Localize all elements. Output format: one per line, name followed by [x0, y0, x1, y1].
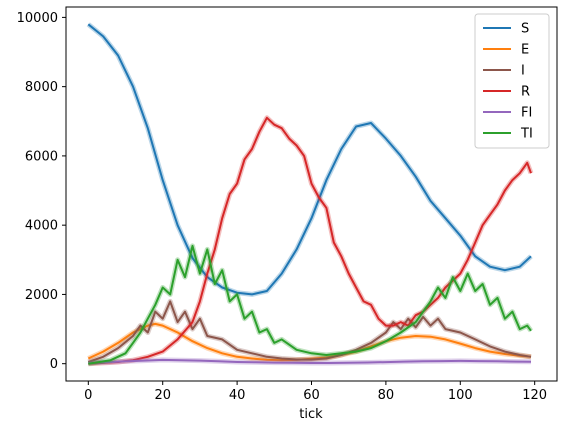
legend-label-e: E [521, 43, 529, 58]
x-axis-title: tick [299, 407, 323, 422]
y-tick-label: 4000 [25, 219, 58, 234]
legend-label-ti: TI [520, 127, 533, 142]
y-tick-label: 0 [50, 357, 58, 372]
y-tick-label: 10000 [17, 11, 58, 26]
series-line-ti [88, 244, 532, 365]
x-tick-label: 40 [229, 388, 246, 403]
legend-label-i: I [521, 64, 525, 79]
legend-label-s: S [521, 22, 529, 37]
series-line-i [87, 300, 532, 363]
series-line-fi [88, 358, 532, 364]
x-tick-label: 20 [154, 388, 171, 403]
x-tick-label: 0 [84, 388, 92, 403]
y-tick-label: 6000 [25, 149, 58, 164]
legend-label-fi: FI [521, 106, 532, 121]
x-axis: 0 20 40 60 80 100 120 [84, 381, 547, 403]
legend-label-r: R [521, 85, 530, 100]
x-tick-label: 80 [378, 388, 395, 403]
y-tick-label: 2000 [25, 288, 58, 303]
x-tick-label: 120 [522, 388, 547, 403]
series-layer [86, 22, 534, 367]
x-tick-label: 100 [448, 388, 473, 403]
series-line-r [88, 116, 532, 365]
y-axis: 0 2000 4000 6000 8000 10000 [17, 11, 66, 372]
series-line-s [87, 23, 532, 296]
x-tick-label: 60 [303, 388, 320, 403]
legend-box [474, 13, 550, 149]
y-tick-label: 8000 [25, 80, 58, 95]
